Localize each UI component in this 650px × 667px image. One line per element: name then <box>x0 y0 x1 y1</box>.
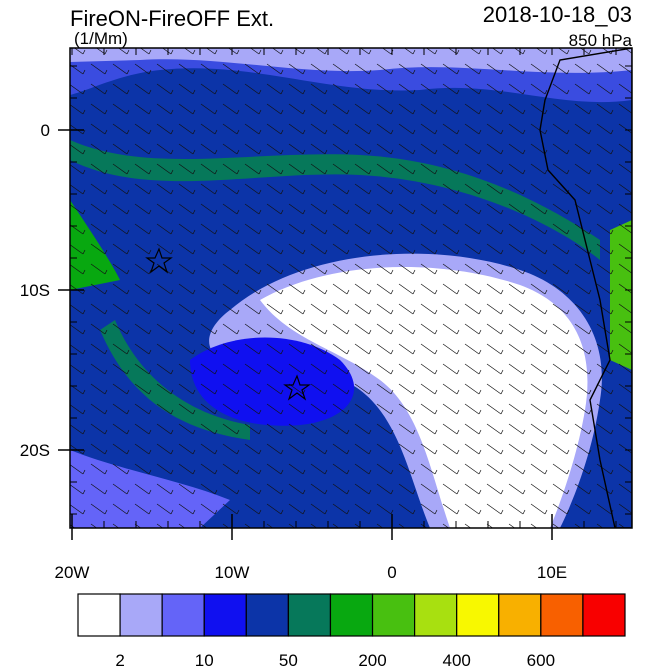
level: 850 hPa <box>569 31 633 50</box>
colorbar: 2 10 50 200 400 600 <box>77 593 626 667</box>
colorbar-box <box>582 593 626 637</box>
map-frame <box>69 47 633 529</box>
lon-label: 0 <box>387 563 396 582</box>
date: 2018-10-18_03 <box>483 2 632 27</box>
colorbar-box <box>456 593 500 637</box>
lon-label: 20W <box>55 563 90 582</box>
colorbar-label: 600 <box>527 651 555 667</box>
colorbar-label: 2 <box>115 651 124 667</box>
colorbar-label: 10 <box>195 651 214 667</box>
colorbar-box <box>498 593 542 637</box>
colorbar-box <box>414 593 458 637</box>
colorbar-label: 400 <box>443 651 471 667</box>
colorbar-box <box>77 593 121 637</box>
lat-label: 10S <box>20 281 50 300</box>
colorbar-box <box>371 593 416 637</box>
units: (1/Mm) <box>74 29 128 48</box>
lon-label: 10W <box>215 563 250 582</box>
colorbar-box <box>540 593 584 637</box>
colorbar-box <box>119 593 163 637</box>
colorbar-label: 200 <box>358 651 386 667</box>
axis-ticks: 0 10S 20S 20W 10W 0 10E <box>20 48 632 582</box>
lon-label: 10E <box>537 563 567 582</box>
field <box>70 48 632 528</box>
lat-label: 0 <box>41 121 50 140</box>
site-markers <box>145 247 311 401</box>
colorbar-box <box>245 593 289 637</box>
wind-barbs <box>70 48 632 528</box>
title: FireON-FireOFF Ext. <box>70 6 274 31</box>
lat-label: 20S <box>20 441 50 460</box>
colorbar-box <box>161 593 205 637</box>
colorbar-box <box>329 593 374 637</box>
colorbar-label: 50 <box>279 651 298 667</box>
colorbar-box <box>203 593 247 637</box>
colorbar-box <box>287 593 332 637</box>
coastline <box>539 48 632 528</box>
